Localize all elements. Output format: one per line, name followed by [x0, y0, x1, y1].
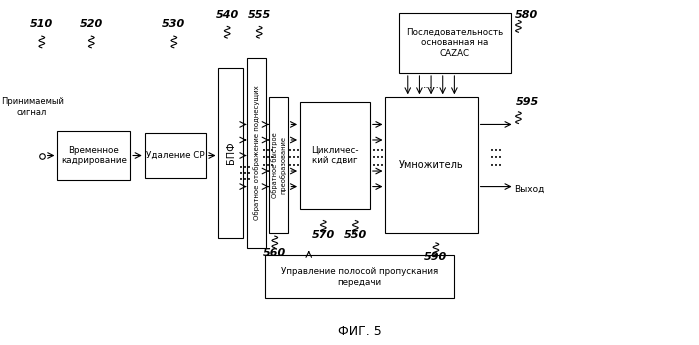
Bar — [269, 97, 289, 233]
Text: 510: 510 — [30, 19, 53, 29]
Bar — [265, 256, 454, 298]
Text: •••: ••• — [288, 156, 300, 161]
Text: БПФ: БПФ — [226, 142, 236, 165]
Text: •••: ••• — [372, 163, 384, 169]
Text: Обратное отображение поднесущих: Обратное отображение поднесущих — [253, 86, 260, 220]
Text: 560: 560 — [263, 248, 287, 258]
Text: Обратное быстрое
преобразование: Обратное быстрое преобразование — [271, 132, 286, 198]
Bar — [247, 58, 266, 248]
Text: •••: ••• — [490, 156, 502, 161]
Text: •••: ••• — [490, 148, 502, 154]
Text: •••: ••• — [372, 156, 384, 161]
Text: 555: 555 — [247, 10, 271, 20]
Text: •••: ••• — [238, 171, 251, 177]
Text: •••: ••• — [490, 163, 502, 169]
Text: •••: ••• — [238, 177, 251, 183]
Bar — [57, 131, 130, 180]
Text: Управление полосой пропускания
передачи: Управление полосой пропускания передачи — [281, 267, 438, 287]
Text: •••: ••• — [372, 148, 384, 154]
Text: 570: 570 — [312, 230, 335, 240]
Text: 550: 550 — [344, 230, 367, 240]
Text: Принимаемый
сигнал: Принимаемый сигнал — [1, 97, 64, 117]
Bar — [219, 68, 243, 238]
Bar — [385, 97, 477, 233]
Text: 580: 580 — [514, 10, 538, 20]
Text: •••: ••• — [288, 148, 300, 154]
Text: 530: 530 — [162, 19, 185, 29]
Text: Умножитель: Умножитель — [399, 160, 464, 170]
Text: .....: ..... — [423, 80, 440, 90]
Text: •••: ••• — [238, 165, 251, 171]
Text: Временное
кадрирование: Временное кадрирование — [61, 146, 127, 165]
Text: Выход: Выход — [514, 185, 545, 194]
Text: ФИГ. 5: ФИГ. 5 — [338, 325, 382, 338]
Text: Удаление СР: Удаление СР — [146, 151, 205, 160]
Bar — [399, 13, 511, 73]
Text: •••: ••• — [261, 163, 273, 169]
Bar — [300, 102, 370, 209]
Text: 590: 590 — [424, 253, 447, 263]
Text: •••: ••• — [261, 156, 273, 161]
Text: 595: 595 — [516, 97, 539, 107]
Text: •••: ••• — [288, 163, 300, 169]
Bar — [145, 133, 206, 178]
Text: Цикличес-
кий сдвиг: Цикличес- кий сдвиг — [311, 146, 359, 165]
Text: 540: 540 — [215, 10, 239, 20]
Text: •••: ••• — [261, 148, 273, 154]
Text: 520: 520 — [80, 19, 103, 29]
Text: Последовательность
основанная на
CAZAC: Последовательность основанная на CAZAC — [406, 28, 503, 58]
